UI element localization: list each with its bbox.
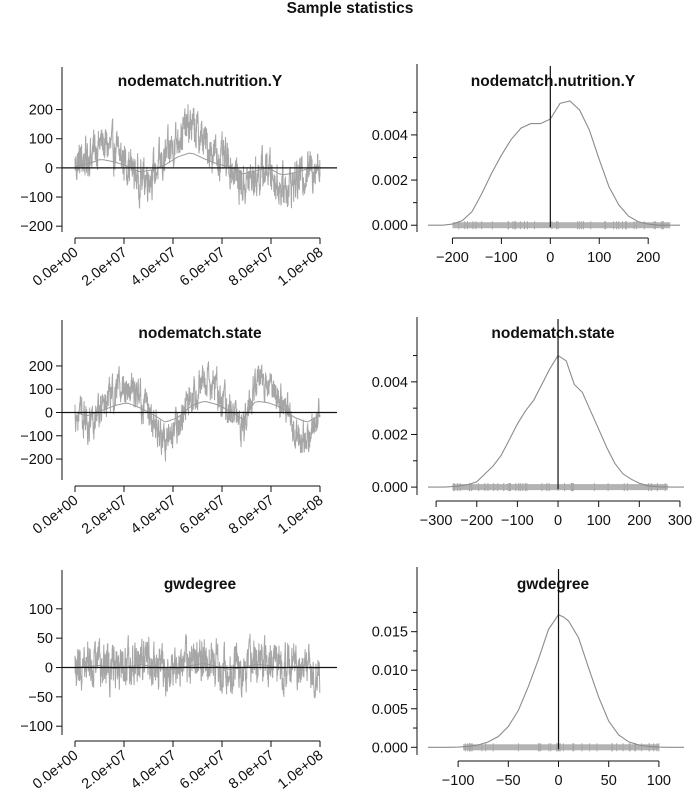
x-tick-label: 0 (554, 513, 562, 529)
x-tick-label: 8.0e+07 (226, 245, 277, 290)
x-tick-label: 200 (636, 250, 660, 266)
x-tick-label: 8.0e+07 (226, 493, 277, 538)
y-tick-label: −200 (20, 452, 53, 468)
trace-line (74, 361, 321, 462)
x-tick-label: −200 (436, 250, 469, 266)
x-tick-label: −300 (420, 513, 453, 529)
y-tick-label: −100 (20, 719, 53, 735)
y-tick-label: 0.000 (372, 218, 408, 234)
y-tick-label: 0 (45, 661, 53, 677)
chart-panel-1: nodematch.nutrition.Y −200 −100 0 100 200 0.0e… (20, 67, 337, 290)
trace-line (74, 633, 321, 699)
y-tick-label: −100 (20, 429, 53, 445)
trace-line (74, 104, 321, 209)
x-tick-label: −100 (485, 250, 518, 266)
rug-band (452, 484, 668, 491)
x-tick-label: 100 (587, 250, 611, 266)
y-tick-label: 100 (29, 602, 53, 618)
x-tick-label: 50 (601, 773, 617, 789)
panel-title: gwdegree (164, 576, 237, 593)
figure-title: Sample statistics (287, 0, 414, 17)
y-tick-label: 0.000 (372, 480, 408, 496)
y-tick-label: 200 (29, 103, 53, 119)
x-tick-label: 4.0e+07 (128, 245, 179, 290)
x-tick-label: 0.0e+00 (30, 748, 81, 793)
y-tick-label: 200 (29, 359, 53, 375)
x-tick-label: 0.0e+00 (30, 493, 81, 538)
rug-band (452, 222, 671, 229)
y-tick-label: 0.004 (372, 375, 408, 391)
x-tick-label: 4.0e+07 (128, 748, 179, 793)
x-tick-label: 1.0e+08 (275, 245, 326, 290)
density-curve (428, 614, 684, 748)
panel-title: nodematch.state (491, 325, 615, 342)
x-tick-label: −100 (501, 513, 534, 529)
y-tick-label: 0.000 (372, 740, 408, 756)
x-tick-label: −200 (460, 513, 493, 529)
y-tick-label: −200 (20, 219, 53, 235)
x-tick-label: 2.0e+07 (79, 493, 130, 538)
y-tick-label: 0.010 (372, 663, 408, 679)
y-tick-label: 0.005 (372, 702, 408, 718)
y-tick-label: 50 (37, 631, 53, 647)
chart-panel-2: nodematch.nutrition.Y 0.000 0.002 0.004 −200… (372, 64, 680, 266)
x-tick-label: 1.0e+08 (275, 748, 326, 793)
y-tick-label: 0 (45, 406, 53, 422)
density-curve (428, 354, 684, 488)
x-tick-label: 0.0e+00 (30, 245, 81, 290)
x-tick-label: 6.0e+07 (177, 748, 228, 793)
x-tick-label: −100 (442, 773, 475, 789)
panel-title: nodematch.state (138, 325, 262, 342)
y-tick-label: 0.002 (372, 173, 408, 189)
y-tick-label: 0 (45, 161, 53, 177)
chart-panel-5: gwdegree −100 −50 0 50 100 0.0e+002.0e+074.0e+… (20, 570, 337, 793)
x-tick-label: 300 (668, 513, 692, 529)
y-tick-label: −100 (20, 190, 53, 206)
rug-band (463, 744, 659, 751)
chart-panel-4: nodematch.state 0.000 0.002 0.004 −300 −200 −1… (372, 317, 692, 529)
y-tick-label: 0.015 (372, 625, 408, 641)
y-tick-label: 0.002 (372, 427, 408, 443)
smoothed-mean-line (74, 400, 321, 423)
smoothed-mean-line (74, 152, 321, 176)
y-tick-label: 0.004 (372, 128, 408, 144)
y-tick-label: 100 (29, 132, 53, 148)
x-tick-label: 1.0e+08 (275, 493, 326, 538)
panel-title: nodematch.nutrition.Y (118, 73, 283, 90)
x-tick-label: 2.0e+07 (79, 245, 130, 290)
density-curve (428, 100, 680, 226)
x-tick-label: 100 (587, 513, 611, 529)
y-tick-label: 100 (29, 382, 53, 398)
x-tick-label: 100 (647, 773, 671, 789)
panel-title: gwdegree (517, 576, 590, 593)
chart-panel-3: nodematch.state −200 −100 0 100 200 0.0e+002.0… (20, 320, 337, 538)
panel-title: nodematch.nutrition.Y (471, 73, 636, 90)
x-tick-label: 200 (627, 513, 651, 529)
chart-panel-6: gwdegree 0.000 0.005 0.010 0.015 −100 −50 0 50 10… (372, 567, 684, 789)
x-tick-label: −50 (496, 773, 521, 789)
x-tick-label: 0 (554, 773, 562, 789)
x-tick-label: 8.0e+07 (226, 748, 277, 793)
x-tick-label: 6.0e+07 (177, 493, 228, 538)
y-tick-label: −50 (28, 690, 53, 706)
x-tick-label: 6.0e+07 (177, 245, 228, 290)
x-tick-label: 2.0e+07 (79, 748, 130, 793)
x-tick-label: 4.0e+07 (128, 493, 179, 538)
x-tick-label: 0 (546, 250, 554, 266)
